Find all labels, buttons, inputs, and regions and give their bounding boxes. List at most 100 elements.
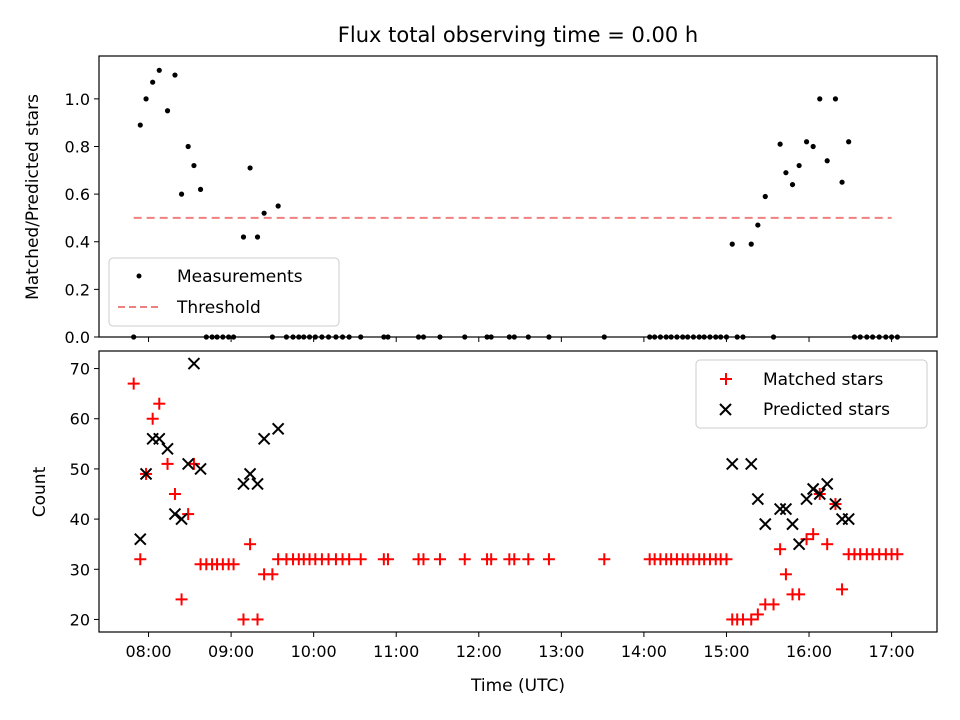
matched-point — [433, 553, 446, 566]
legend-measurements-marker — [136, 273, 142, 279]
matched-point — [807, 528, 820, 541]
predicted-point — [175, 512, 188, 526]
top-y-tick-label: 1.0 — [65, 90, 90, 109]
matched-point — [767, 598, 780, 611]
matched-point — [168, 488, 181, 501]
top-y-tick-label: 0.8 — [65, 137, 90, 156]
top-chart: Flux total observing time = 0.00 h Match… — [23, 23, 938, 347]
top-y-tick-label: 0.0 — [65, 328, 90, 347]
matched-point — [266, 568, 279, 581]
predicted-point — [829, 497, 842, 511]
predicted-point — [153, 432, 166, 446]
predicted-point — [779, 502, 793, 516]
predicted-point — [251, 477, 264, 491]
legend-predicted-label: Predicted stars — [763, 400, 890, 420]
matched-point — [227, 558, 240, 571]
measurement-point — [846, 139, 852, 145]
matched-point — [836, 583, 849, 596]
x-tick-label: 14:00 — [621, 642, 667, 661]
predicted-point — [187, 357, 201, 370]
measurement-point — [755, 222, 761, 228]
legend-predicted-marker — [719, 403, 732, 416]
bottom-y-tick-label: 50 — [70, 460, 90, 479]
top-y-tick-label: 0.6 — [65, 185, 90, 204]
matched-point — [458, 553, 471, 566]
chart-title: Flux total observing time = 0.00 h — [338, 23, 698, 47]
measurement-point — [254, 234, 261, 240]
legend-threshold-label: Threshold — [176, 298, 261, 318]
measurement-point — [240, 234, 247, 240]
matched-point — [187, 457, 200, 470]
measurement-point — [156, 67, 162, 73]
legend-matched-label: Matched stars — [763, 370, 883, 390]
matched-point — [598, 553, 611, 566]
x-tick-label: 09:00 — [208, 642, 254, 661]
matched-point — [251, 613, 264, 626]
x-axis-label: Time (UTC) — [470, 676, 565, 696]
predicted-point — [786, 517, 799, 531]
top-y-axis-label: Matched/Predicted stars — [23, 94, 43, 300]
matched-point — [161, 457, 174, 470]
bottom-chart: Count Time (UTC) 20 30 40 50 60 70 08:00 09:00 1… — [30, 350, 938, 696]
measurement-point — [762, 193, 768, 200]
legend-measurements-label: Measurements — [177, 267, 303, 287]
legend-box — [108, 257, 340, 327]
measurement-point — [810, 143, 816, 150]
measurement-point — [191, 162, 197, 169]
matched-point — [800, 533, 813, 546]
measurement-point — [247, 165, 253, 171]
top-y-tick-label: 0.4 — [65, 233, 90, 252]
measurement-point — [832, 96, 839, 102]
x-tick-label: 13:00 — [538, 642, 584, 661]
matched-point — [381, 553, 394, 566]
predicted-point — [257, 432, 271, 446]
top-axes-frame — [98, 55, 938, 338]
predicted-point — [751, 492, 765, 506]
measurement-point — [817, 96, 823, 102]
matched-point — [175, 593, 188, 606]
measurement-point — [150, 79, 156, 85]
matched-point — [354, 553, 367, 566]
bottom-y-tick-label: 60 — [70, 410, 90, 429]
x-tick-label: 12:00 — [456, 642, 502, 661]
matched-point — [343, 553, 356, 566]
x-tick-label: 16:00 — [786, 642, 832, 661]
measurement-point — [748, 241, 754, 247]
measurement-point — [783, 170, 789, 176]
x-tick-label: 11:00 — [373, 642, 419, 661]
matched-point — [417, 553, 430, 566]
x-tick-label: 15:00 — [703, 642, 749, 661]
matched-point — [774, 543, 787, 556]
x-tick-label: 08:00 — [125, 642, 171, 661]
measurement-point — [803, 139, 810, 145]
matched-point — [522, 553, 535, 566]
bottom-y-axis-label: Count — [30, 466, 50, 517]
predicted-point — [194, 462, 207, 476]
matched-point — [793, 588, 806, 601]
matched-point — [153, 397, 166, 410]
predicted-point — [181, 457, 195, 471]
measurement-point — [789, 181, 796, 188]
predicted-point — [237, 477, 250, 491]
matched-point — [485, 553, 498, 566]
measurement-point — [729, 241, 735, 247]
matched-point — [542, 553, 555, 566]
bottom-y-tick-label: 40 — [70, 510, 90, 529]
legend-matched-marker — [720, 373, 732, 385]
predicted-point — [243, 467, 257, 481]
measurement-point — [178, 191, 185, 197]
bottom-plot-area: 20 30 40 50 60 70 08:00 09:00 10:00 11:00 12:00 13:… — [70, 357, 915, 661]
matched-point — [127, 377, 140, 390]
legend-box — [695, 359, 928, 429]
top-legend: Measurements Threshold — [108, 257, 340, 327]
measurement-point — [137, 122, 143, 128]
measurement-point — [185, 143, 191, 150]
predicted-point — [813, 487, 826, 501]
top-plot-area: 0.0 0.2 0.4 0.6 0.8 1.0 — [65, 67, 900, 347]
predicted-point — [139, 467, 153, 481]
top-y-tick-label: 0.2 — [65, 280, 90, 299]
matched-point — [891, 548, 904, 561]
measurement-point — [275, 203, 281, 209]
measurement-point — [164, 108, 171, 114]
